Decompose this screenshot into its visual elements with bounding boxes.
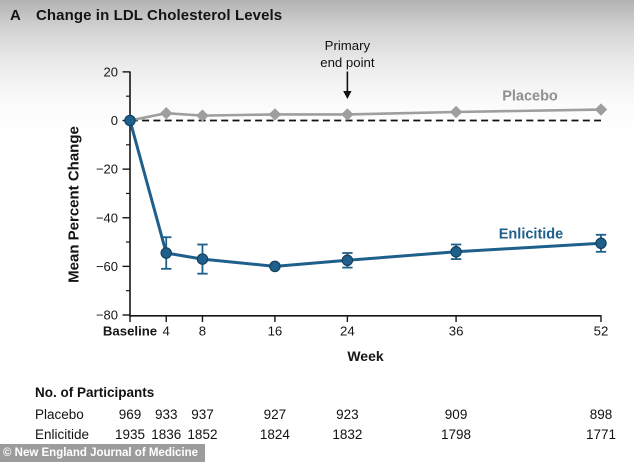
primary-endpoint-arrow-head (343, 91, 352, 99)
participants-value: 927 (263, 407, 287, 422)
y-tick-label: 0 (111, 113, 118, 128)
y-tick-label: −40 (96, 210, 118, 225)
enlicitide-marker (341, 254, 354, 267)
participants-value: 898 (589, 407, 613, 422)
participants-value: 923 (336, 407, 359, 422)
x-tick-label: 8 (199, 324, 206, 339)
x-tick-label: 36 (449, 324, 464, 339)
participants-value: 1798 (441, 426, 472, 442)
participants-value: 1832 (332, 426, 363, 442)
panel-letter: A (10, 7, 21, 24)
axes-frame (129, 71, 602, 317)
primary-endpoint-label-line2: end point (320, 55, 375, 70)
placebo-marker (341, 108, 354, 121)
placebo-marker (196, 109, 209, 122)
enlicitide-series-label: Enlicitide (499, 227, 563, 243)
y-tick-label: 20 (104, 64, 118, 79)
participants-value: 937 (191, 407, 214, 422)
y-tick-label: −80 (96, 308, 118, 323)
enlicitide-marker (450, 246, 462, 258)
x-tick-label: 52 (594, 324, 609, 339)
x-tick-label: 24 (340, 324, 355, 339)
enlicitide-marker (160, 247, 172, 259)
x-tick-label: 16 (268, 324, 283, 339)
y-tick-label: −60 (96, 259, 118, 274)
participants-value: 1935 (114, 426, 146, 442)
placebo-series-label: Placebo (502, 89, 558, 105)
enlicitide-marker (595, 237, 607, 250)
participants-value: 1852 (187, 426, 218, 442)
participants-value: 933 (154, 407, 178, 422)
x-tick-label: 4 (163, 324, 170, 339)
participants-row-label-placebo: Placebo (35, 407, 84, 422)
participants-value: 969 (118, 407, 142, 422)
participants-value: 1824 (259, 426, 290, 442)
x-tick-label: Baseline (103, 324, 157, 339)
participants-value: 1771 (585, 426, 617, 442)
enlicitide-marker (269, 260, 281, 273)
y-tick-label: −20 (96, 162, 118, 177)
participants-value: 1836 (151, 426, 182, 442)
primary-endpoint-label-line1: Primary (325, 38, 371, 53)
enlicitide-marker (196, 253, 209, 265)
placebo-marker (449, 105, 463, 119)
participants-header: No. of Participants (35, 385, 155, 400)
participants-row-label-enlicitide: Enlicitide (35, 426, 90, 442)
figure-title: A Change in LDL Cholesterol Levels (10, 7, 282, 24)
enlicitide-marker (124, 114, 136, 127)
placebo-marker (594, 103, 608, 116)
participants-value: 909 (444, 407, 468, 422)
journal-credit: © New England Journal of Medicine (0, 444, 206, 462)
x-axis-title: Week (347, 348, 384, 364)
placebo-marker (160, 106, 173, 120)
title-text: Change in LDL Cholesterol Levels (35, 7, 283, 24)
placebo-marker (268, 108, 282, 121)
